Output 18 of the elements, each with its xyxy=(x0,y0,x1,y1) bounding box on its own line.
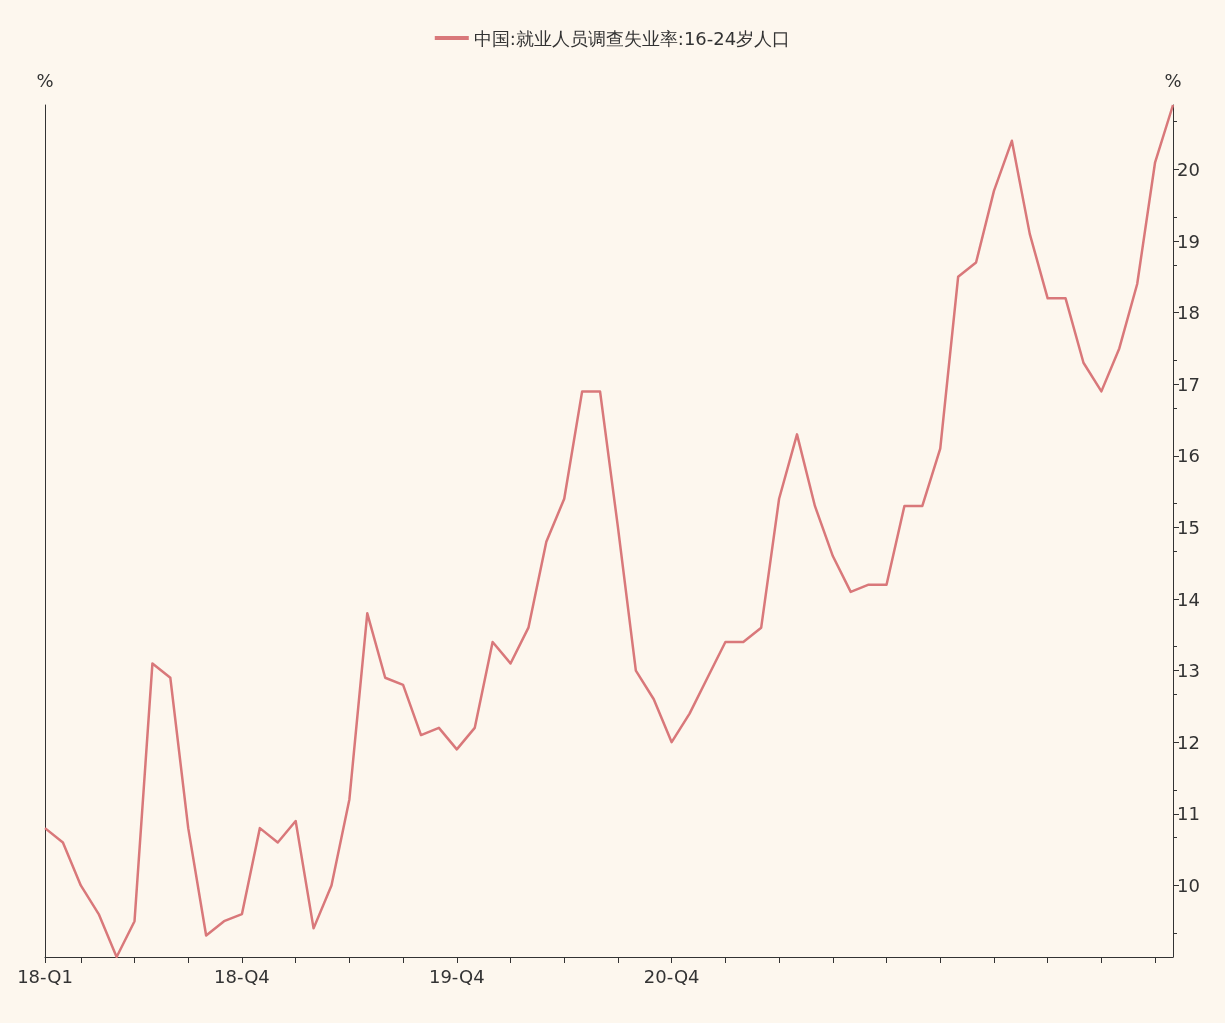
y2-tick-label: 20 xyxy=(1177,158,1200,180)
x-tick-label: 19-Q4 xyxy=(428,965,485,987)
y2-tick-label: 12 xyxy=(1177,731,1200,753)
y2-tick-label: 10 xyxy=(1177,874,1200,896)
y2-tick-label: 16 xyxy=(1177,445,1200,467)
y2-tick-label: 15 xyxy=(1177,516,1200,538)
y2-tick-label: 13 xyxy=(1177,660,1200,682)
legend-label: 中国:就业人员调查失业率:16-24岁人口 xyxy=(473,27,791,49)
x-tick-label: 18-Q1 xyxy=(17,965,73,987)
y2-tick-label: 14 xyxy=(1177,588,1200,610)
y2-tick-label: 11 xyxy=(1177,803,1200,825)
y2-tick-label: 19 xyxy=(1177,230,1200,252)
y2-axis-title: % xyxy=(1164,69,1182,91)
x-tick-label: 20-Q4 xyxy=(643,965,700,987)
y2-tick-label: 18 xyxy=(1177,302,1200,324)
y2-tick-label: 17 xyxy=(1177,373,1200,395)
x-tick-label: 18-Q4 xyxy=(214,965,270,987)
y-axis-title: % xyxy=(36,69,54,91)
